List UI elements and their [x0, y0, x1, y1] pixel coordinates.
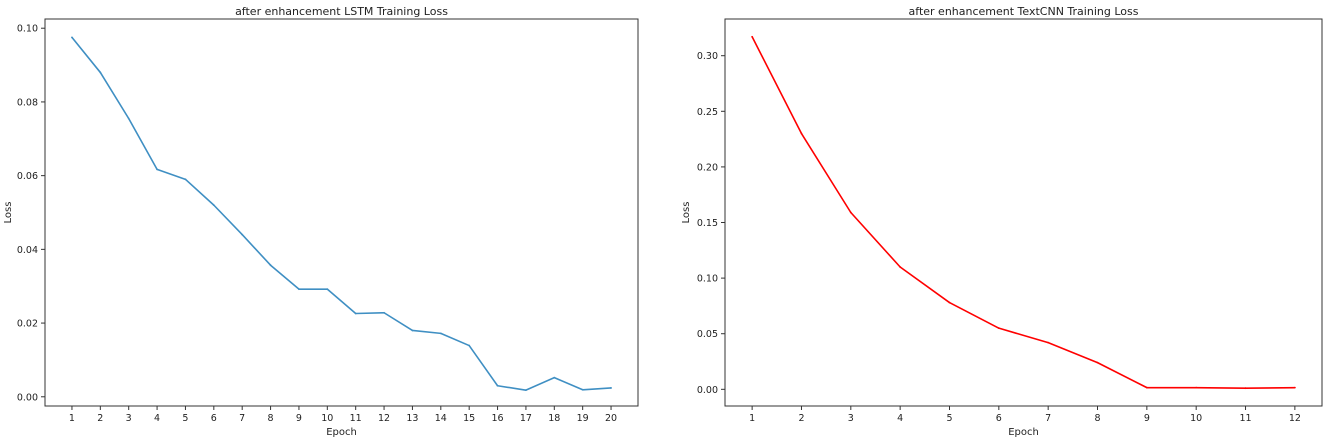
data-point — [849, 211, 852, 214]
x-tick-label: 19 — [577, 413, 589, 424]
y-tick-label: 0.00 — [697, 385, 718, 396]
data-point — [1244, 387, 1247, 390]
lstm-loss-chart: after enhancement LSTM Training Loss Epo… — [0, 0, 662, 441]
data-point — [553, 376, 556, 379]
data-point — [1195, 386, 1198, 389]
data-point — [298, 288, 300, 291]
x-tick-label: 7 — [1045, 413, 1051, 424]
x-tick-label: 12 — [1289, 413, 1301, 424]
data-point — [411, 329, 414, 332]
x-tick-label: 7 — [239, 413, 245, 424]
x-tick-label: 6 — [211, 413, 217, 424]
data-point — [354, 312, 357, 315]
y-tick-label: 0.25 — [697, 107, 718, 118]
x-tick-label: 3 — [126, 413, 132, 424]
data-point — [899, 266, 902, 268]
loss-line — [71, 36, 612, 391]
y-tick-label: 0.20 — [697, 162, 718, 173]
x-tick-label: 8 — [268, 413, 274, 424]
data-point — [241, 233, 244, 236]
data-point — [800, 132, 803, 135]
textcnn-loss-chart: after enhancement TextCNN Training Loss … — [662, 0, 1325, 441]
x-tick-label: 10 — [1190, 413, 1202, 424]
y-tick-label: 0.00 — [17, 392, 38, 403]
loss-line — [751, 36, 1295, 390]
x-tick-label: 1 — [69, 413, 75, 424]
x-tick-label: 16 — [492, 413, 504, 424]
y-tick-label: 0.10 — [17, 24, 38, 35]
data-point — [1096, 361, 1099, 364]
data-point — [212, 204, 215, 207]
data-point — [269, 264, 272, 267]
x-tick-label: 13 — [406, 413, 418, 424]
data-point — [581, 388, 584, 391]
data-point — [496, 384, 499, 387]
x-tick-label: 4 — [154, 413, 160, 424]
x-tick-label: 11 — [350, 413, 362, 424]
data-point — [1293, 386, 1296, 389]
x-tick-label: 10 — [321, 413, 333, 424]
data-point — [439, 332, 442, 335]
y-tick-label: 0.05 — [697, 329, 718, 340]
data-point — [948, 301, 951, 304]
y-tick-label: 0.15 — [697, 218, 718, 229]
x-tick-label: 15 — [463, 413, 475, 424]
data-point — [99, 71, 102, 74]
chart-title: after enhancement TextCNN Training Loss — [909, 5, 1139, 18]
data-point — [1145, 386, 1148, 389]
y-axis-label: Loss — [681, 202, 692, 224]
textcnn-loss-plot: after enhancement TextCNN Training Loss … — [681, 5, 1323, 438]
x-tick-label: 2 — [798, 413, 804, 424]
x-tick-label: 17 — [520, 413, 532, 424]
data-point — [468, 344, 471, 347]
y-tick-label: 0.10 — [697, 274, 718, 285]
data-point — [997, 327, 1000, 330]
plot-frame — [724, 18, 1323, 407]
x-tick-label: 20 — [605, 413, 617, 424]
y-tick-label: 0.04 — [17, 245, 38, 256]
x-tick-label: 5 — [946, 413, 952, 424]
x-tick-label: 14 — [435, 413, 447, 424]
y-tick-label: 0.08 — [17, 97, 38, 108]
x-tick-label: 12 — [378, 413, 390, 424]
data-point — [127, 117, 130, 120]
y-tick-label: 0.30 — [697, 51, 718, 62]
x-tick-label: 2 — [97, 413, 103, 424]
x-tick-label: 18 — [548, 413, 560, 424]
lstm-loss-plot: after enhancement LSTM Training Loss Epo… — [3, 5, 639, 438]
data-point — [326, 288, 329, 291]
y-axis-label: Loss — [3, 202, 14, 224]
data-point — [610, 387, 612, 389]
data-point — [156, 168, 158, 171]
x-tick-label: 4 — [897, 413, 903, 424]
data-point — [751, 35, 754, 38]
x-tick-label: 9 — [1144, 413, 1150, 424]
data-point — [383, 311, 385, 314]
x-tick-label: 1 — [749, 413, 755, 424]
data-point — [525, 389, 527, 392]
plot-frame — [44, 18, 639, 407]
x-axis-label: Epoch — [1008, 427, 1039, 438]
x-tick-label: 3 — [848, 413, 854, 424]
y-tick-label: 0.06 — [17, 171, 38, 182]
x-axis-label: Epoch — [326, 427, 357, 438]
x-tick-label: 9 — [296, 413, 302, 424]
x-tick-label: 6 — [996, 413, 1002, 424]
chart-title: after enhancement LSTM Training Loss — [235, 5, 448, 18]
data-point — [71, 36, 73, 39]
data-point — [1047, 341, 1050, 344]
y-tick-label: 0.02 — [17, 319, 38, 330]
x-tick-label: 11 — [1239, 413, 1251, 424]
data-point — [184, 178, 187, 181]
x-tick-label: 5 — [182, 413, 188, 424]
x-tick-label: 8 — [1094, 413, 1100, 424]
